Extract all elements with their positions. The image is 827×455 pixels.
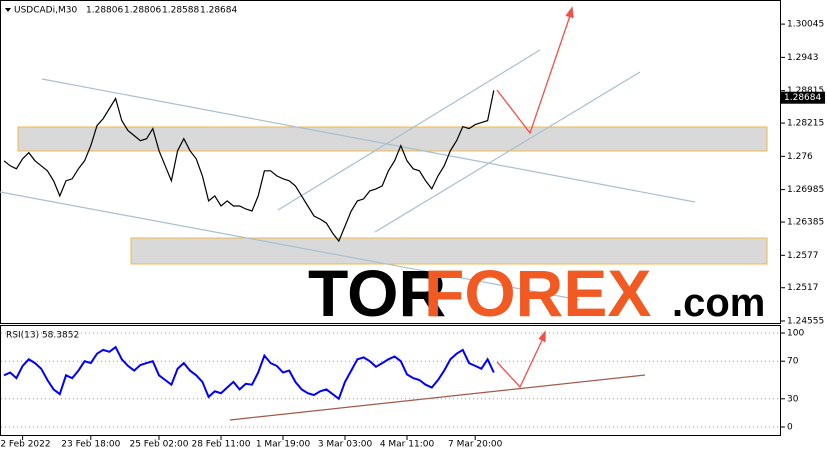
- x-tick-label: 25 Feb 02:00: [129, 440, 188, 450]
- y-tick-label: 30: [787, 394, 799, 404]
- rsi-title: RSI(13) 58.3852: [6, 331, 79, 341]
- y-tick-label: 1.30045: [787, 20, 824, 30]
- watermark-tor: TOR: [308, 256, 446, 330]
- price-line: [3, 90, 495, 243]
- x-tick-label: 3 Mar 03:00: [318, 440, 373, 450]
- watermark-forex: FOREX: [424, 256, 651, 330]
- price-tag-bg: [781, 91, 825, 104]
- x-tick-label: 23 Feb 18:00: [61, 440, 120, 450]
- y-tick-label: 0: [787, 423, 793, 433]
- menu-triangle: [5, 8, 11, 12]
- rsi-arrow: [496, 333, 546, 389]
- forecast-arrow: [496, 6, 574, 389]
- symbol-title: USDCADi,M30: [14, 6, 77, 16]
- high: 1.28806: [124, 6, 161, 16]
- open: 1.28806: [86, 6, 123, 16]
- y-tick-label: 1.2577: [787, 251, 819, 261]
- rsi-arrowhead: [538, 330, 546, 342]
- price-arrowhead: [565, 6, 574, 19]
- x-tick-label: 7 Mar 20:00: [448, 440, 503, 450]
- y-tick-label: 1.2517: [787, 283, 819, 293]
- low: 1.28588: [162, 6, 199, 16]
- y-tick-label: 1.24555: [787, 316, 824, 326]
- rsi-line: [3, 345, 495, 401]
- x-tick-label: 22 Feb 2022: [0, 440, 51, 450]
- x-tick-label: 1 Mar 19:00: [256, 440, 311, 450]
- watermark: TOR FOREX .com: [308, 256, 765, 330]
- y-tick-label: 100: [787, 329, 804, 339]
- rsi-pane: [0, 325, 781, 436]
- rsi-trendline: [229, 374, 646, 421]
- price-arrow: [496, 9, 573, 135]
- y-tick-label: 1.28215: [787, 119, 824, 129]
- y-tick-label: 1.2943: [787, 53, 819, 63]
- channel-line: [0, 191, 581, 301]
- price-tag: 1.28684: [784, 93, 821, 103]
- channel-line: [41, 78, 696, 203]
- channel-lines: [0, 49, 696, 301]
- x-tick-label: 4 Mar 11:00: [380, 440, 435, 450]
- y-tick-label: 70: [787, 357, 799, 367]
- channel-line: [374, 71, 641, 233]
- watermark-com: .com: [672, 281, 765, 325]
- x-tick-label: 28 Feb 11:00: [191, 440, 250, 450]
- y-tick-label: 1.276: [787, 152, 813, 162]
- price-pane: [0, 0, 781, 324]
- channel-line: [277, 49, 541, 211]
- y-tick-label: 1.26385: [787, 218, 824, 228]
- y-tick-label: 1.26985: [787, 185, 824, 195]
- support-zone: [130, 237, 768, 265]
- close: 1.28684: [200, 6, 237, 16]
- y-tick-label: 1.28815: [787, 86, 824, 96]
- resistance-zone: [17, 126, 768, 152]
